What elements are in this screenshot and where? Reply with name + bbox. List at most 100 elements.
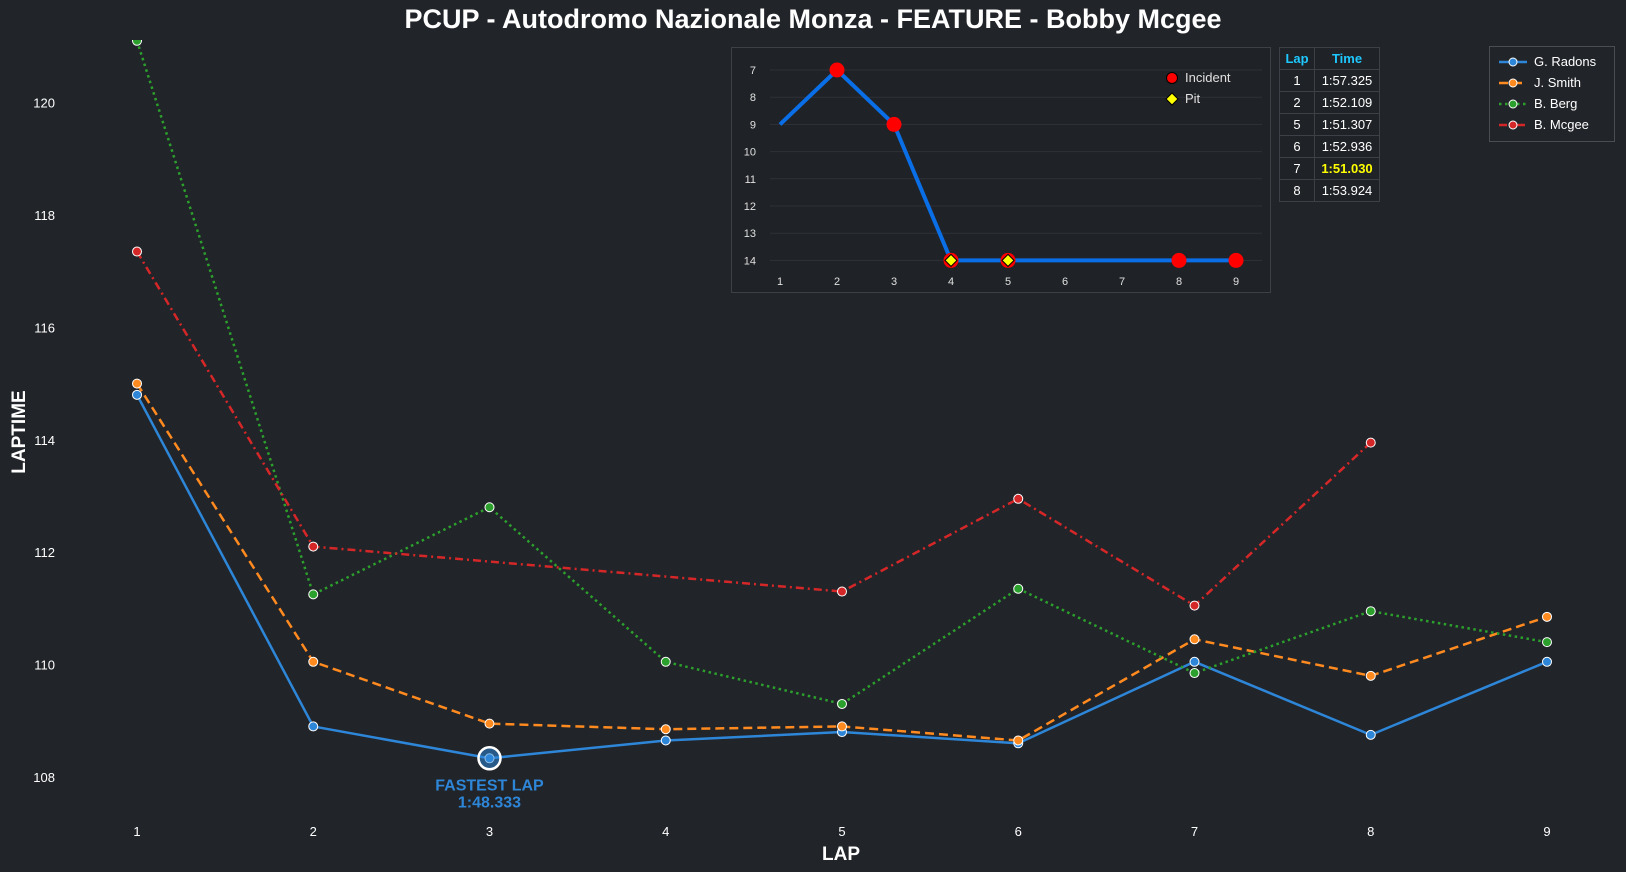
data-point — [837, 586, 847, 597]
data-point — [1365, 729, 1376, 740]
table-header-row: Lap Time — [1279, 47, 1380, 70]
fastest-lap-value: 1:48.333 — [458, 794, 521, 811]
lap-number-cell: 7 — [1279, 157, 1315, 180]
x-tick-label: 7 — [1191, 824, 1198, 839]
series-b-mcgee — [132, 246, 1376, 611]
fastest-lap-marker — [477, 746, 502, 771]
inset-legend-pit: Pit — [1165, 88, 1231, 109]
inset-x-tick-label: 9 — [1233, 276, 1239, 288]
data-point — [1542, 637, 1552, 648]
lap-times-table: Lap Time 1 1:57.325 2 1:52.109 5 1:51.307 6 1:5… — [1279, 47, 1380, 202]
table-header-time: Time — [1314, 47, 1380, 70]
inset-x-tick-label: 8 — [1176, 276, 1182, 288]
legend-swatch-icon — [1499, 57, 1527, 66]
inset-y-tick-label: 13 — [744, 228, 756, 240]
lap-number-cell: 2 — [1279, 91, 1315, 114]
data-point — [132, 40, 142, 46]
legend-item: B. Mcgee — [1498, 114, 1614, 135]
x-tick-label: 8 — [1367, 824, 1374, 839]
legend-item: J. Smith — [1498, 72, 1614, 93]
inset-x-tick-label: 3 — [891, 276, 897, 288]
data-point — [1365, 437, 1376, 448]
lap-number-cell: 6 — [1279, 135, 1315, 158]
x-tick-label: 2 — [310, 824, 317, 839]
data-point — [1542, 656, 1552, 667]
data-point — [660, 735, 671, 746]
inset-x-tick-label: 6 — [1062, 276, 1068, 288]
data-point — [1189, 668, 1200, 679]
y-tick-label: 108 — [33, 770, 55, 785]
position-inset: 7 8 9 10 11 12 13 14 1 2 3 4 5 6 7 8 9 — [731, 47, 1271, 293]
chart-title: PCUP - Autodromo Nazionale Monza - FEATU… — [404, 4, 1222, 34]
data-point — [1189, 600, 1200, 611]
inset-legend-pit-label: Pit — [1185, 91, 1201, 106]
lap-number-cell: 5 — [1279, 113, 1315, 136]
inset-x-tick-label: 5 — [1005, 276, 1011, 288]
lap-time-cell: 1:57.325 — [1314, 69, 1380, 92]
incident-marker — [886, 116, 902, 132]
legend-label: B. Berg — [1534, 96, 1578, 111]
data-point — [1542, 611, 1552, 622]
pit-marker — [1001, 253, 1015, 268]
inset-x-tick-label: 1 — [777, 276, 783, 288]
table-row: 1 1:57.325 — [1279, 69, 1380, 92]
legend-swatch-icon — [1499, 99, 1527, 108]
data-point — [308, 721, 319, 732]
inset-x-tick-label: 4 — [948, 276, 954, 288]
data-point — [1189, 656, 1200, 667]
data-point — [660, 656, 671, 667]
inset-x-tick-label: 7 — [1119, 276, 1125, 288]
table-row: 5 1:51.307 — [1279, 113, 1380, 136]
data-point — [484, 502, 495, 513]
data-point — [308, 656, 319, 667]
inset-y-tick-label: 9 — [750, 119, 756, 131]
data-point — [1013, 583, 1024, 594]
series-line — [135, 40, 1548, 706]
data-point — [1189, 634, 1200, 645]
x-tick-label: 9 — [1543, 824, 1550, 839]
x-tick-label: 1 — [133, 824, 140, 839]
pit-marker — [944, 253, 958, 268]
data-point — [1365, 606, 1376, 617]
x-tick-label: 6 — [1015, 824, 1022, 839]
data-point — [308, 541, 319, 552]
legend-swatch-icon — [1499, 78, 1527, 87]
y-tick-label: 114 — [34, 433, 55, 448]
x-tick-label: 3 — [486, 824, 493, 839]
series-line — [135, 382, 1548, 742]
table-row: 2 1:52.109 — [1279, 91, 1380, 114]
series-b-berg — [132, 40, 1552, 709]
data-point — [1013, 493, 1024, 504]
x-axis-title: LAP — [822, 844, 860, 865]
incident-marker — [1228, 252, 1244, 268]
lap-time-cell: 1:51.307 — [1314, 113, 1380, 136]
inset-y-tick-label: 10 — [744, 147, 756, 159]
data-point — [132, 378, 142, 389]
legend-label: B. Mcgee — [1534, 117, 1589, 132]
y-tick-label: 110 — [34, 658, 55, 673]
lap-number-cell: 1 — [1279, 69, 1315, 92]
lap-number-cell: 8 — [1279, 179, 1315, 202]
inset-y-tick-label: 12 — [744, 201, 756, 213]
inset-legend: Incident Pit — [1165, 67, 1231, 109]
lap-time-cell: 1:52.936 — [1314, 135, 1380, 158]
inset-y-tick-label: 8 — [750, 92, 756, 104]
x-tick-label: 4 — [662, 824, 669, 839]
data-point — [1013, 735, 1024, 746]
lap-time-cell: 1:52.109 — [1314, 91, 1380, 114]
inset-y-tick-label: 7 — [750, 65, 756, 77]
y-tick-label: 120 — [33, 96, 55, 111]
inset-y-tick-label: 11 — [745, 174, 756, 186]
table-header-lap: Lap — [1279, 47, 1315, 70]
series-line — [135, 250, 1372, 607]
series-legend: G. Radons J. Smith B. Berg B. Mcgee — [1489, 46, 1615, 142]
data-point — [1365, 670, 1376, 681]
data-point — [660, 724, 671, 735]
legend-item: B. Berg — [1498, 93, 1614, 114]
legend-label: G. Radons — [1534, 54, 1597, 69]
data-point — [837, 721, 847, 732]
incident-marker — [829, 62, 845, 78]
data-point — [308, 589, 319, 600]
